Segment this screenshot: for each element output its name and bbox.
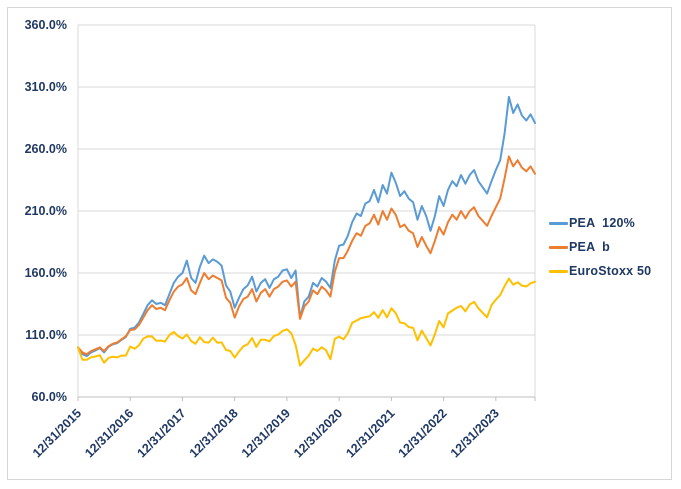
series-line-eurostoxx-50	[77, 277, 536, 367]
x-axis-tick-label: 12/31/2016	[82, 406, 136, 460]
x-axis-tick-label: 12/31/2022	[396, 406, 450, 460]
y-axis-tick-label: 260.0%	[25, 142, 67, 156]
series-line-pea-b	[77, 155, 536, 356]
x-axis-tick-label: 12/31/2021	[343, 406, 397, 460]
x-axis-tick-label: 12/31/2015	[30, 406, 84, 460]
legend-swatch-pea-b	[549, 245, 568, 249]
y-axis-tick-label: 60.0%	[32, 390, 67, 404]
y-axis-tick-label: 360.0%	[25, 18, 67, 32]
legend-item-eurostoxx: EuroStoxx 50	[549, 259, 651, 283]
y-axis-tick-label: 160.0%	[25, 266, 67, 280]
y-axis-tick-label: 110.0%	[25, 328, 67, 342]
series-line-pea-120-	[77, 95, 536, 358]
legend-item-pea-b: PEA b	[549, 235, 651, 259]
x-axis-tick-label: 12/31/2023	[448, 406, 502, 460]
legend-label-eurostoxx: EuroStoxx 50	[569, 264, 652, 278]
x-axis-tick-label: 12/31/2017	[134, 406, 188, 460]
chart-area-border	[7, 7, 672, 480]
legend-item-pea-120: PEA 120%	[549, 211, 651, 235]
chart-legend: PEA 120% PEA b EuroStoxx 50	[549, 211, 651, 283]
x-axis-tick-label: 12/31/2019	[239, 406, 293, 460]
x-axis-tick-label: 12/31/2018	[187, 406, 241, 460]
y-axis-tick-label: 210.0%	[25, 204, 67, 218]
y-axis-tick-label: 310.0%	[25, 80, 67, 94]
x-axis-tick-label: 12/31/2020	[291, 406, 345, 460]
legend-swatch-pea-120	[549, 221, 568, 225]
legend-label-pea-b: PEA b	[569, 240, 611, 254]
legend-label-pea-120: PEA 120%	[569, 216, 635, 230]
legend-swatch-eurostoxx	[549, 269, 568, 273]
